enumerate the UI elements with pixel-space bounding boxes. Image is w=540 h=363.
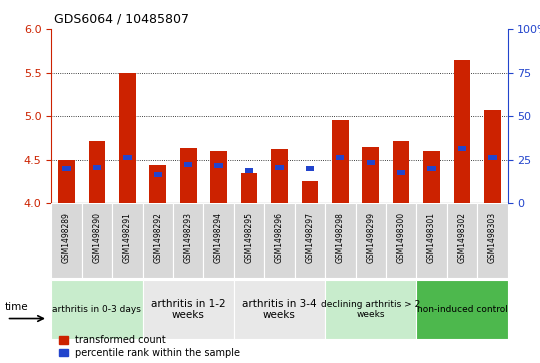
FancyBboxPatch shape [51,280,143,339]
FancyBboxPatch shape [416,280,508,339]
Bar [275,166,284,170]
Bar [488,155,497,160]
Bar [397,170,406,175]
Text: arthritis in 3-4
weeks: arthritis in 3-4 weeks [242,299,317,320]
FancyBboxPatch shape [264,203,295,278]
FancyBboxPatch shape [143,203,173,278]
Bar [153,172,162,177]
Bar [58,160,75,203]
Bar [458,146,466,151]
FancyBboxPatch shape [325,203,355,278]
Text: GSM1498303: GSM1498303 [488,212,497,263]
Bar [332,120,349,203]
FancyBboxPatch shape [295,203,325,278]
Bar [301,181,318,203]
Bar [336,155,345,160]
FancyBboxPatch shape [112,203,143,278]
Bar [210,151,227,203]
FancyBboxPatch shape [234,280,325,339]
Text: GSM1498294: GSM1498294 [214,212,223,263]
Bar [271,149,288,203]
Bar [454,60,470,203]
Bar [184,162,192,167]
FancyBboxPatch shape [82,203,112,278]
Text: GSM1498297: GSM1498297 [306,212,314,263]
Legend: transformed count, percentile rank within the sample: transformed count, percentile rank withi… [59,335,240,358]
Bar [119,73,136,203]
Bar [423,151,440,203]
FancyBboxPatch shape [234,203,264,278]
Bar [62,166,71,171]
FancyBboxPatch shape [386,203,416,278]
Bar [393,140,409,203]
FancyBboxPatch shape [416,203,447,278]
Text: GSM1498298: GSM1498298 [336,212,345,263]
Text: non-induced control: non-induced control [416,305,508,314]
Bar [123,155,132,160]
Bar [484,110,501,203]
FancyBboxPatch shape [51,203,82,278]
FancyBboxPatch shape [143,280,234,339]
Text: arthritis in 0-3 days: arthritis in 0-3 days [52,305,141,314]
Text: declining arthritis > 2
weeks: declining arthritis > 2 weeks [321,300,420,319]
Text: GSM1498301: GSM1498301 [427,212,436,263]
Text: GSM1498293: GSM1498293 [184,212,193,263]
Text: GSM1498292: GSM1498292 [153,212,162,263]
Bar [245,168,253,173]
FancyBboxPatch shape [447,203,477,278]
Bar [89,140,105,203]
Bar [180,148,197,203]
FancyBboxPatch shape [477,203,508,278]
Text: GSM1498291: GSM1498291 [123,212,132,263]
Text: GSM1498295: GSM1498295 [245,212,254,263]
Text: GSM1498289: GSM1498289 [62,212,71,263]
Text: GSM1498296: GSM1498296 [275,212,284,263]
FancyBboxPatch shape [173,203,204,278]
Text: GSM1498299: GSM1498299 [366,212,375,263]
Bar [306,166,314,171]
Text: time: time [4,302,28,312]
FancyBboxPatch shape [355,203,386,278]
Bar [150,165,166,203]
Text: GSM1498290: GSM1498290 [92,212,102,263]
Bar [93,166,101,170]
Bar [241,173,258,203]
Bar [427,166,436,171]
Bar [362,147,379,203]
Text: GDS6064 / 10485807: GDS6064 / 10485807 [54,13,189,26]
Bar [367,160,375,165]
Text: GSM1498300: GSM1498300 [396,212,406,263]
Text: GSM1498302: GSM1498302 [457,212,467,263]
Bar [214,163,223,168]
FancyBboxPatch shape [204,203,234,278]
FancyBboxPatch shape [325,280,416,339]
Text: arthritis in 1-2
weeks: arthritis in 1-2 weeks [151,299,226,320]
